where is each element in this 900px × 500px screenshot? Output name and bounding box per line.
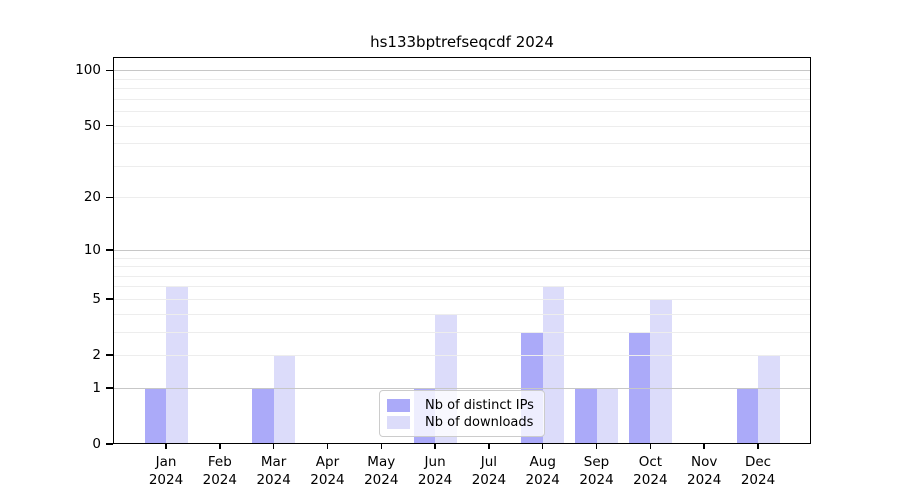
x-tick-label-aug: Aug 2024 xyxy=(525,454,560,488)
minor-gridline-20 xyxy=(113,197,811,199)
x-tick-label-jan: Jan 2024 xyxy=(148,454,184,488)
bar-downloads-aug xyxy=(542,286,565,444)
y-tick-label-100: 100 xyxy=(75,62,101,79)
y-tick-label-20: 20 xyxy=(83,189,101,206)
x-tick-label-dec: Dec 2024 xyxy=(740,454,776,488)
x-tick-label-apr: Apr 2024 xyxy=(310,454,345,488)
minor-gridline-40 xyxy=(113,143,811,145)
minor-gridline-8 xyxy=(113,266,811,268)
x-tick-label-sep: Sep 2024 xyxy=(579,454,614,488)
minor-gridline-60 xyxy=(113,111,811,113)
minor-gridline-9 xyxy=(113,257,811,259)
legend-item-distinct-ips: Nb of distinct IPs xyxy=(387,397,536,413)
y-tick-mark-20 xyxy=(106,196,113,199)
y-tick-mark-50 xyxy=(106,124,113,127)
y-tick-label-2: 2 xyxy=(92,347,101,364)
grid-layer xyxy=(113,57,811,444)
x-tick-mark-nov xyxy=(703,444,705,449)
minor-gridline-2 xyxy=(113,355,811,357)
bar-downloads-dec xyxy=(758,355,780,444)
y-tick-mark-10 xyxy=(106,249,113,251)
y-tick-label-0: 0 xyxy=(92,436,101,452)
minor-gridline-50 xyxy=(113,125,811,127)
bar-distinct-ips-jan xyxy=(144,387,166,444)
minor-gridline-30 xyxy=(113,165,811,167)
minor-gridline-6 xyxy=(113,286,811,288)
bar-downloads-jan xyxy=(166,286,188,444)
x-tick-label-nov: Nov 2024 xyxy=(686,454,722,488)
x-tick-label-may: May 2024 xyxy=(364,454,399,488)
y-tick-label-50: 50 xyxy=(83,117,101,134)
minor-gridline-7 xyxy=(113,275,811,277)
y-tick-mark-1 xyxy=(106,387,113,389)
x-tick-mark-aug xyxy=(541,444,544,449)
minor-gridline-3 xyxy=(113,331,811,333)
y-tick-mark-100 xyxy=(106,69,113,72)
plot-area: Nb of distinct IPs Nb of downloads xyxy=(113,57,811,444)
major-gridline-100 xyxy=(113,70,811,72)
x-tick-label-jun: Jun 2024 xyxy=(417,454,453,488)
x-tick-mark-mar xyxy=(272,444,275,449)
y-tick-mark-5 xyxy=(106,298,113,300)
minor-gridline-5 xyxy=(113,298,811,300)
x-tick-mark-apr xyxy=(326,444,329,449)
legend: Nb of distinct IPs Nb of downloads xyxy=(379,390,545,437)
major-gridline-1 xyxy=(113,387,811,389)
minor-gridline-70 xyxy=(113,98,811,100)
x-tick-mark-dec xyxy=(757,444,759,449)
x-tick-mark-jun xyxy=(434,444,436,449)
minor-gridline-4 xyxy=(113,313,811,315)
legend-label-downloads: Nb of downloads xyxy=(425,414,534,430)
x-tick-label-mar: Mar 2024 xyxy=(256,454,291,488)
minor-gridline-90 xyxy=(113,78,811,80)
legend-swatch-downloads xyxy=(387,415,410,429)
x-tick-mark-sep xyxy=(595,444,598,449)
bar-downloads-mar xyxy=(273,355,296,444)
chart-title: hs133bptrefseqcdf 2024 xyxy=(370,33,554,51)
x-tick-label-jul: Jul 2024 xyxy=(471,454,507,488)
y-tick-label-5: 5 xyxy=(92,290,101,307)
bar-distinct-ips-dec xyxy=(736,387,758,444)
legend-swatch-distinct-ips xyxy=(387,398,410,412)
x-tick-mark-may xyxy=(380,444,383,449)
bar-downloads-sep xyxy=(596,387,619,444)
legend-label-distinct-ips: Nb of distinct IPs xyxy=(425,397,534,413)
x-tick-mark-jul xyxy=(488,444,490,449)
x-tick-mark-jan xyxy=(165,444,167,449)
x-tick-mark-oct xyxy=(649,444,652,449)
bar-downloads-oct xyxy=(650,298,672,444)
y-tick-mark-0 xyxy=(106,443,113,445)
bar-distinct-ips-sep xyxy=(575,387,597,444)
y-tick-label-10: 10 xyxy=(83,241,101,258)
major-gridline-10 xyxy=(113,249,811,251)
x-tick-label-feb: Feb 2024 xyxy=(202,454,237,488)
minor-gridline-80 xyxy=(113,88,811,90)
y-tick-mark-2 xyxy=(106,354,113,356)
legend-item-downloads: Nb of downloads xyxy=(387,414,536,430)
x-tick-label-oct: Oct 2024 xyxy=(633,454,668,488)
x-tick-mark-feb xyxy=(219,444,221,449)
bar-distinct-ips-mar xyxy=(252,387,274,444)
y-tick-label-1: 1 xyxy=(92,379,101,396)
